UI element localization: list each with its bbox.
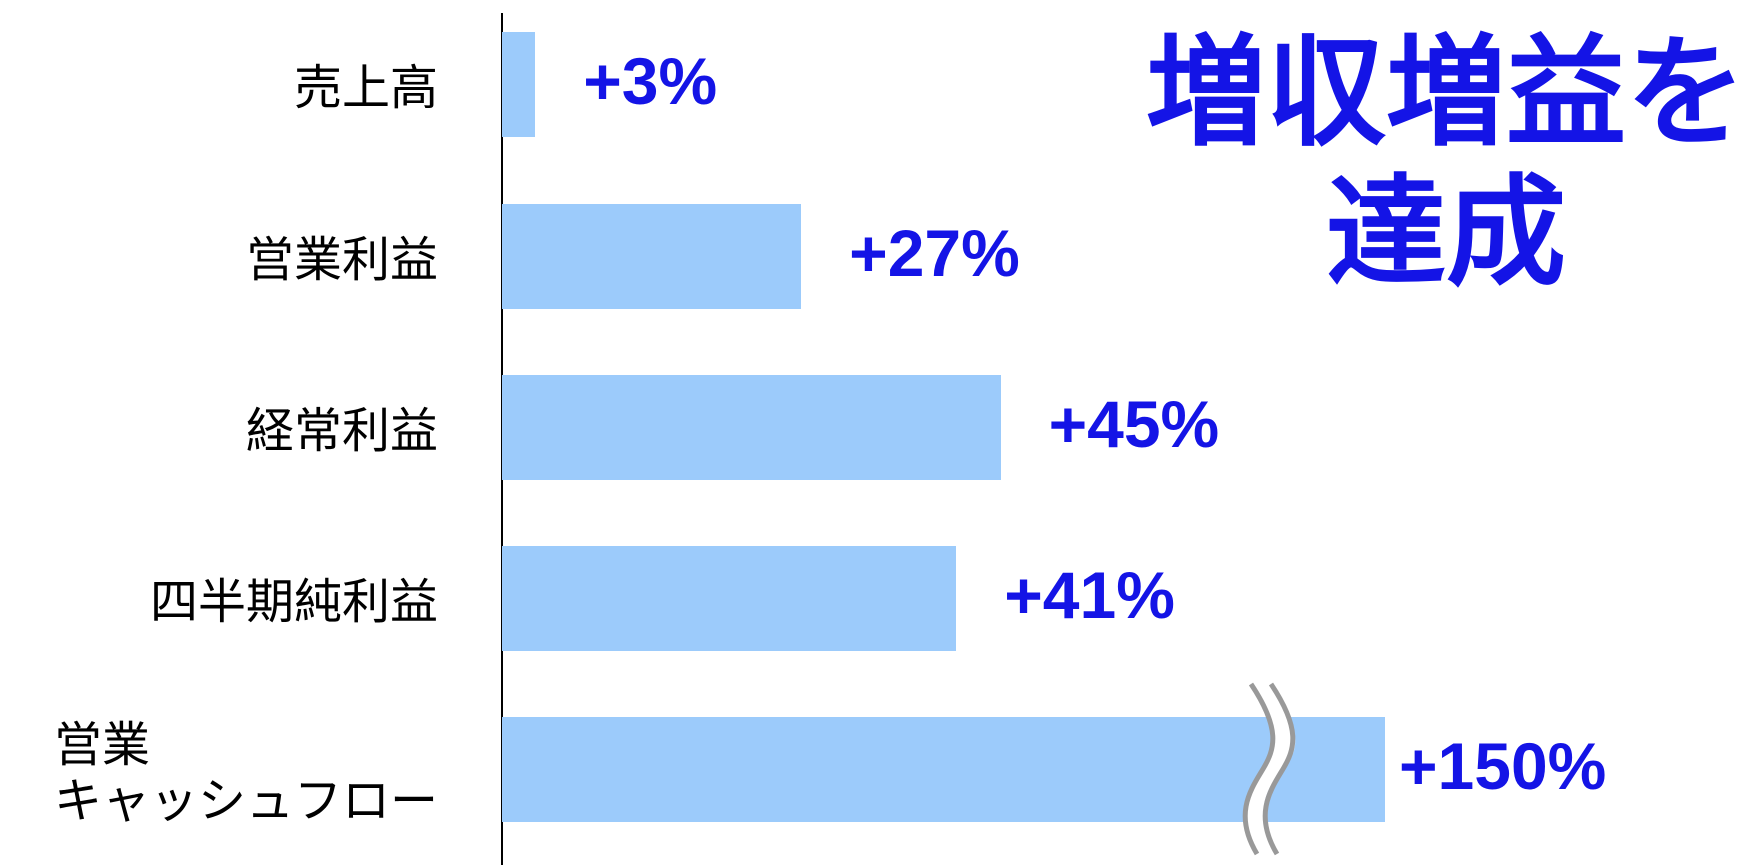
bar <box>502 374 1001 480</box>
category-label: 売上高 <box>294 60 439 116</box>
chart-title: 増収増益を 達成 <box>1146 24 1737 303</box>
value-label: +150% <box>1399 729 1607 803</box>
category-label: 四半期純利益 <box>150 574 439 630</box>
value-label: +3% <box>583 44 718 118</box>
category-label: 営業 キャッシュフロー <box>54 717 439 829</box>
value-label: +45% <box>1048 387 1220 461</box>
axis-break <box>1262 682 1296 856</box>
value-label: +27% <box>849 216 1020 290</box>
category-label: 経常利益 <box>246 403 439 459</box>
bar <box>502 31 536 137</box>
axis-break <box>1245 684 1296 854</box>
bar <box>502 716 1385 822</box>
bar <box>502 203 802 309</box>
category-label: 営業利益 <box>246 232 439 288</box>
bar <box>502 545 957 651</box>
value-label: +41% <box>1004 558 1175 632</box>
axis-break <box>1242 682 1276 856</box>
